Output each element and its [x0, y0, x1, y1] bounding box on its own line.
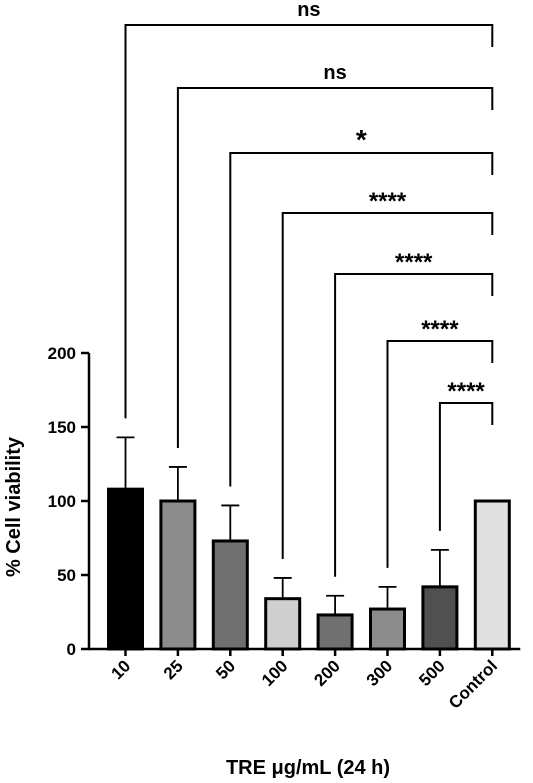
- significance-bracket: [124, 24, 494, 419]
- significance-bracket: [176, 87, 494, 448]
- x-tick-label: 300: [363, 656, 396, 689]
- bar: [211, 539, 249, 651]
- significance-bracket: [386, 340, 494, 568]
- bar: [421, 585, 459, 651]
- y-tick-label: 0: [67, 640, 76, 659]
- significance-label: ****: [447, 378, 485, 405]
- significance-label: ****: [369, 188, 407, 215]
- y-tick-label: 100: [48, 492, 76, 511]
- bars: [107, 436, 511, 651]
- significance-label: *: [356, 124, 367, 155]
- y-tick-label: 50: [57, 566, 76, 585]
- significance-bracket: [334, 273, 494, 577]
- significance-bracket: [229, 152, 494, 487]
- x-tick-label: 500: [415, 656, 448, 689]
- significance-bracket: [281, 212, 494, 559]
- bar: [473, 499, 511, 651]
- y-axis-label: % Cell viability: [3, 436, 25, 577]
- significance-label: ****: [395, 249, 433, 276]
- y-tick-label: 150: [48, 418, 76, 437]
- significance-label: ns: [323, 62, 346, 84]
- x-tick-label: Control: [445, 656, 501, 712]
- bar: [107, 487, 144, 651]
- x-tick-label: 25: [160, 656, 187, 683]
- x-tick-label: 50: [212, 656, 239, 683]
- bar: [369, 607, 406, 651]
- bar: [264, 597, 302, 651]
- significance-label: ns: [297, 0, 320, 21]
- significance-label: ****: [421, 316, 459, 343]
- significance-bracket: [438, 402, 494, 531]
- bar: [316, 613, 354, 651]
- y-tick-label: 200: [48, 344, 76, 363]
- bar: [159, 499, 197, 651]
- x-tick-label: 200: [310, 656, 343, 689]
- x-tick-label: 100: [258, 656, 291, 689]
- x-tick-label: 10: [108, 656, 135, 683]
- x-axis-label: TRE μg/mL (24 h): [226, 757, 390, 779]
